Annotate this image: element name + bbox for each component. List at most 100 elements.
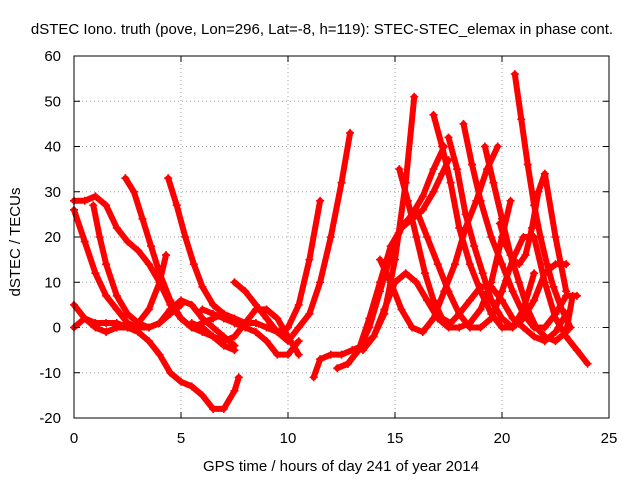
data-point-marker: [230, 386, 239, 395]
data-point-marker: [444, 287, 453, 296]
data-point-marker: [562, 287, 571, 296]
data-point-marker: [519, 233, 528, 241]
series-line: [496, 170, 570, 295]
data-point-marker: [517, 115, 526, 124]
data-point-marker: [369, 332, 378, 341]
data-point-marker: [470, 242, 479, 251]
data-point-marker: [455, 323, 464, 332]
series-group: [70, 70, 592, 413]
data-point-marker: [540, 323, 549, 332]
data-point-marker: [536, 233, 545, 241]
data-point-marker: [273, 350, 282, 359]
data-point-marker: [551, 233, 560, 241]
data-point-marker: [376, 255, 385, 264]
data-point-marker: [326, 233, 335, 241]
series-line: [90, 202, 184, 331]
y-axis-label: dSTEC / TECUs: [7, 188, 24, 297]
data-point-marker: [476, 196, 485, 205]
data-point-marker: [102, 201, 111, 210]
data-point-marker: [521, 251, 530, 260]
data-point-marker: [251, 305, 260, 314]
data-point-marker: [219, 314, 228, 323]
data-point-marker: [209, 300, 218, 309]
data-point-marker: [162, 251, 171, 260]
data-point-marker: [262, 323, 271, 332]
data-point-marker: [164, 174, 173, 183]
data-point-marker: [461, 210, 470, 219]
data-point-marker: [177, 377, 185, 386]
data-point-marker: [305, 309, 314, 318]
data-point-marker: [333, 364, 342, 373]
data-point-marker: [166, 368, 175, 377]
data-point-marker: [508, 255, 517, 264]
series-arc-22: [510, 70, 575, 332]
data-point-marker: [177, 300, 185, 309]
y-tick-label: 20: [44, 229, 61, 246]
data-point-marker: [134, 318, 143, 327]
data-point-marker: [478, 269, 487, 278]
data-point-marker: [144, 260, 153, 269]
data-point-marker: [198, 323, 207, 332]
data-point-marker: [241, 287, 250, 296]
data-point-marker: [155, 318, 164, 327]
data-point-marker: [138, 214, 147, 223]
data-point-marker: [487, 296, 496, 305]
data-point-marker: [540, 169, 549, 178]
data-point-marker: [397, 223, 406, 232]
data-point-marker: [423, 233, 432, 241]
data-point-marker: [566, 323, 575, 332]
data-point-marker: [429, 314, 438, 323]
y-tick-label: -20: [39, 410, 61, 427]
series-line: [188, 306, 302, 358]
series-arc-19: [444, 133, 571, 332]
data-point-marker: [446, 178, 455, 187]
data-point-marker: [166, 309, 175, 318]
data-point-marker: [455, 223, 464, 232]
x-tick-label: 5: [177, 430, 185, 447]
data-point-marker: [230, 318, 239, 327]
data-point-marker: [121, 174, 130, 183]
data-point-marker: [209, 404, 218, 413]
axis-ticks: 0 5 10 15 20 25 -20 -10 0 10 20 30 40 50 60: [39, 48, 617, 447]
data-point-marker: [523, 305, 532, 314]
y-tick-label: 60: [44, 48, 61, 65]
series-line: [460, 120, 580, 331]
data-point-marker: [465, 296, 474, 305]
data-point-marker: [549, 282, 558, 291]
data-point-marker: [418, 328, 427, 337]
data-point-marker: [177, 314, 185, 323]
data-point-marker: [498, 287, 506, 296]
data-point-marker: [209, 332, 218, 341]
data-point-marker: [144, 337, 153, 346]
data-point-marker: [519, 309, 528, 318]
data-point-marker: [234, 373, 243, 382]
series-arc-6: [121, 174, 228, 332]
data-point-marker: [230, 278, 239, 287]
series-line: [231, 129, 354, 345]
data-point-marker: [412, 233, 421, 241]
data-point-marker: [187, 382, 196, 391]
y-tick-label: -10: [39, 365, 61, 382]
data-point-marker: [219, 337, 228, 346]
y-tick-label: 10: [44, 274, 61, 291]
data-point-marker: [294, 350, 303, 359]
data-point-marker: [112, 223, 121, 232]
data-point-marker: [551, 337, 560, 346]
data-point-marker: [453, 165, 462, 174]
data-point-marker: [155, 269, 164, 278]
series-arc-23: [495, 169, 571, 296]
data-point-marker: [489, 178, 498, 187]
data-point-marker: [129, 187, 138, 196]
data-point-marker: [123, 323, 132, 332]
data-point-marker: [403, 196, 412, 205]
data-point-marker: [429, 110, 438, 119]
data-point-marker: [241, 323, 250, 332]
data-point-marker: [455, 309, 464, 318]
data-point-marker: [91, 269, 100, 278]
data-point-marker: [112, 318, 121, 327]
data-point-marker: [583, 359, 592, 368]
data-point-marker: [465, 260, 474, 269]
series-line: [71, 252, 169, 331]
data-point-marker: [459, 119, 468, 128]
series-arc-7: [164, 174, 325, 337]
